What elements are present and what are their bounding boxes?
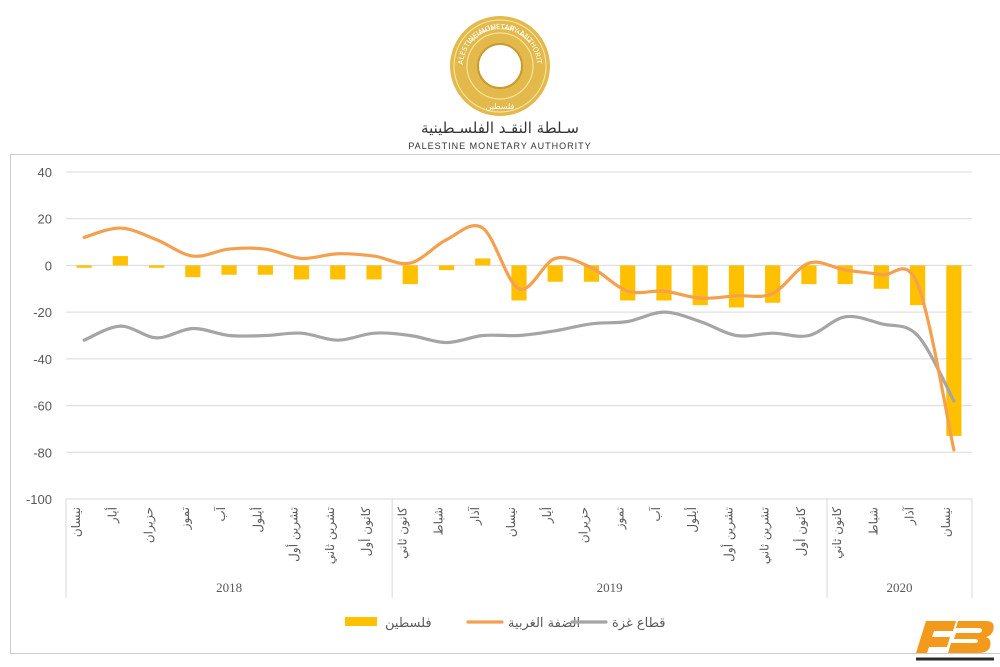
seal-logo: PALESTINE MONETARY AUTHORITY سلطة النقد … — [446, 9, 551, 117]
line-west-bank — [82, 224, 956, 452]
y-tick-label: -80 — [33, 445, 52, 460]
bar-series-palestine — [76, 256, 962, 436]
org-name-english: PALESTINE MONETARY AUTHORITY — [408, 141, 592, 151]
legend-label: فلسطين — [385, 616, 432, 631]
x-tick-label: كانون ثاني — [830, 507, 845, 559]
x-tick-label: كانون ثاني — [395, 507, 410, 559]
x-tick-label: أيار — [104, 507, 120, 524]
x-tick-label: تشرين ثاني — [323, 507, 338, 564]
x-tick-label: نيسان — [69, 507, 83, 537]
bar — [293, 265, 310, 280]
legend-label: الضفة الغربية — [508, 616, 580, 631]
x-tick-label: آذار — [467, 506, 483, 525]
bar — [547, 265, 563, 282]
year-label: 2020 — [887, 580, 913, 595]
bar — [946, 265, 962, 436]
x-tick-label: تشرين أول — [720, 507, 736, 562]
x-tick-label: أيار — [539, 507, 555, 524]
y-tick-label: -60 — [33, 399, 52, 414]
bar — [801, 265, 817, 285]
x-tick-label: تشرين أول — [286, 507, 302, 562]
y-tick-label: -40 — [33, 352, 52, 367]
bar — [148, 265, 165, 268]
bar — [330, 265, 346, 280]
bar — [511, 265, 527, 301]
legend: فلسطين الضفة الغربية قطاع غزة — [345, 616, 666, 631]
bar — [402, 265, 418, 285]
x-tick-label: تشرين ثاني — [758, 507, 773, 564]
y-tick-label: -100 — [26, 492, 52, 507]
x-tick-label: شباط — [432, 507, 446, 535]
brand-logo-icon — [916, 621, 994, 661]
y-tick-label: 0 — [45, 258, 52, 273]
seal-center-text: فلسطين — [486, 102, 515, 111]
x-tick-label: تموز — [613, 507, 628, 530]
line-gaza — [82, 310, 956, 403]
legend-swatch-palestine — [345, 617, 377, 626]
x-tick-label: آب — [648, 506, 663, 521]
bar — [692, 265, 708, 306]
x-tick-label: أيلول — [249, 507, 265, 533]
bar — [366, 265, 382, 280]
bar — [257, 265, 273, 275]
x-tick-label: شباط — [866, 507, 880, 535]
org-name-arabic: سـلطة النقـد الفلسـطينية — [421, 119, 579, 137]
y-axis-ticks: 40 20 0 -20 -40 -60 -80 -100 — [26, 165, 52, 507]
bar — [112, 256, 128, 266]
y-tick-label: -20 — [33, 305, 52, 320]
bar — [873, 265, 890, 289]
bar — [475, 258, 491, 266]
x-tick-label: نيسان — [939, 507, 953, 537]
bar — [438, 265, 455, 271]
bar — [76, 265, 92, 268]
x-tick-label: حزيران — [142, 507, 157, 543]
bar — [620, 265, 636, 301]
y-tick-label: 20 — [38, 212, 52, 227]
chart-frame — [10, 154, 1000, 654]
bar — [656, 265, 672, 301]
x-tick-label: نيسان — [504, 507, 518, 537]
legend-label: قطاع غزة — [612, 616, 666, 631]
year-label: 2019 — [597, 580, 623, 595]
x-tick-label: تموز — [178, 507, 193, 530]
x-axis: نيسان أيار حزيران تموز آب أيلول تشرين أول تشرين… — [65, 498, 973, 598]
bar — [728, 265, 745, 308]
bar — [765, 265, 781, 303]
x-tick-label: كانون أول — [358, 507, 374, 557]
x-tick-label: كانون أول — [793, 507, 809, 557]
x-tick-label: حزيران — [576, 507, 591, 543]
bar — [185, 265, 201, 278]
seal-icon: PALESTINE MONETARY AUTHORITY سلطة النقد … — [446, 9, 550, 116]
line-series — [82, 224, 956, 452]
x-tick-label: أيلول — [684, 507, 700, 533]
year-label: 2018 — [216, 580, 242, 595]
bar — [221, 265, 237, 275]
x-tick-label: آذار — [902, 506, 918, 525]
y-tick-label: 40 — [38, 165, 52, 180]
x-tick-label: آب — [213, 506, 228, 521]
